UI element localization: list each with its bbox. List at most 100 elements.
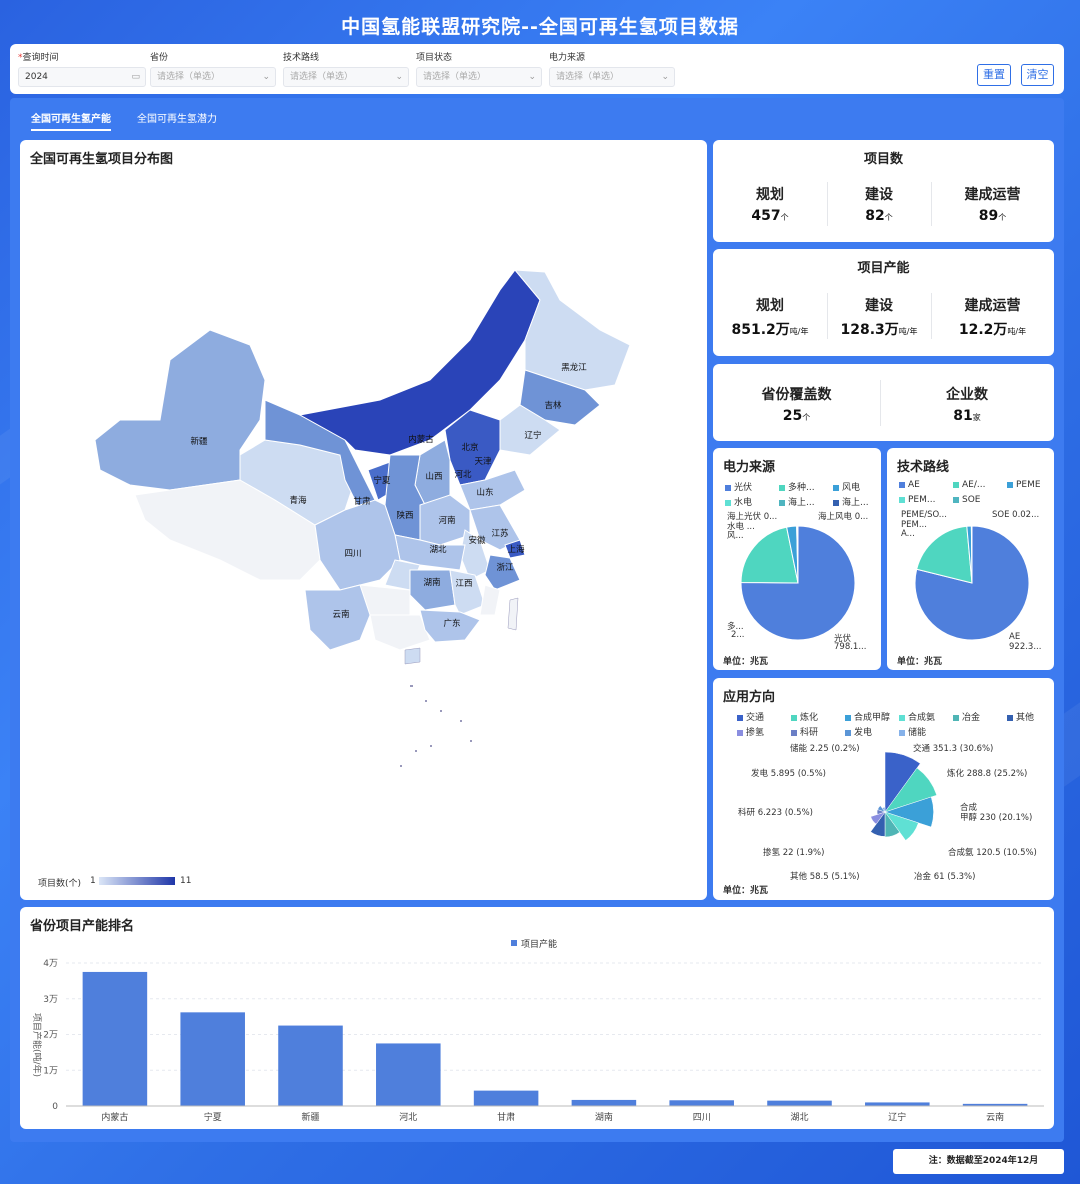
legend-item[interactable]: 发电 xyxy=(845,725,872,738)
footnote: 注：数据截至2024年12月 xyxy=(893,1149,1064,1174)
map-label-23: 云南 xyxy=(332,609,349,620)
legend-item[interactable]: 其他 xyxy=(1007,710,1034,723)
application-card: 应用方向 交通 炼化 合成甲醇 合成氨 冶金 其他 掺氢 科研 发电 储能 交通 351.3 (3… xyxy=(713,678,1054,900)
map-label-0: 黑龙江 xyxy=(561,362,587,373)
province-jiangxi xyxy=(449,569,486,616)
legend-item[interactable]: 合成氨 xyxy=(899,710,935,723)
bar-8[interactable] xyxy=(865,1102,930,1106)
power-source-select[interactable]: 请选择（单选） ⌄ xyxy=(549,67,675,87)
tech-label-ae-pem: A... xyxy=(901,529,915,539)
stat-province-coverage: 省份覆盖数 25个 xyxy=(761,387,832,424)
legend-item[interactable]: AE/... xyxy=(953,480,985,490)
rose-slice-3[interactable] xyxy=(884,811,919,841)
tech-route-select[interactable]: 请选择（单选） ⌄ xyxy=(283,67,409,87)
tab-potential[interactable]: 全国可再生氢潜力 xyxy=(137,114,217,125)
legend-dot xyxy=(899,714,905,721)
rose-slice-0[interactable] xyxy=(884,751,921,813)
bar-3[interactable] xyxy=(376,1043,441,1106)
legend-item[interactable]: PEM... xyxy=(899,495,935,505)
clear-button[interactable]: 清空 xyxy=(1021,64,1054,86)
province-tibet xyxy=(134,479,321,581)
x-tick-label: 河北 xyxy=(399,1111,417,1123)
bar-9[interactable] xyxy=(962,1103,1028,1106)
map-label-12: 河南 xyxy=(438,515,455,526)
filter-query-time: *查询时间 2024 ▭ xyxy=(18,52,146,87)
bar-0[interactable] xyxy=(82,971,148,1106)
legend-item[interactable]: PEME xyxy=(1007,480,1041,490)
legend-item[interactable]: 海上... xyxy=(833,495,869,508)
rose-slice-5[interactable] xyxy=(870,811,886,837)
legend-item[interactable]: 科研 xyxy=(791,725,818,738)
ranking-card: 省份项目产能排名 0 1万 2万 3万 4万 项目产能(吨/年) 内蒙古 宁夏 新疆 河北 甘肃 湖南… xyxy=(20,907,1054,1129)
bar-7[interactable] xyxy=(767,1100,832,1106)
bar-2[interactable] xyxy=(278,1025,343,1106)
legend-item[interactable]: 多种... xyxy=(779,480,815,493)
province-select[interactable]: 请选择（单选） ⌄ xyxy=(150,67,276,87)
legend-dot xyxy=(791,714,797,721)
pie-slice-1[interactable] xyxy=(916,525,973,584)
legend-item[interactable]: SOE xyxy=(953,495,980,505)
power-source-title: 电力来源 xyxy=(723,460,776,475)
x-tick-label: 内蒙古 xyxy=(101,1111,128,1123)
project-capacity-card: 项目产能 规划 851.2万吨/年 建设 128.3万吨/年 建成运营 12.2… xyxy=(713,249,1054,356)
app-label-research: 科研 6.223 (0.5%) xyxy=(738,808,813,818)
y-tick-label: 1万 xyxy=(43,1066,58,1076)
rose-slice-2[interactable] xyxy=(884,796,934,828)
rose-slice-6[interactable] xyxy=(870,811,886,825)
map-label-6: 河北 xyxy=(454,469,472,480)
legend-item[interactable]: 风电 xyxy=(833,480,860,493)
x-tick-label: 湖南 xyxy=(595,1111,613,1123)
bar-5[interactable] xyxy=(571,1099,637,1106)
map-label-18: 新疆 xyxy=(190,436,208,447)
legend-item[interactable]: 冶金 xyxy=(953,710,980,723)
legend-text: 交通 xyxy=(746,713,765,723)
legend-text: 冶金 xyxy=(962,713,981,723)
pie-slice-0[interactable] xyxy=(914,525,1030,641)
power-label-pv-value: 798.1... xyxy=(834,642,867,652)
rose-slice-9[interactable] xyxy=(881,806,886,813)
map-label-21: 湖南 xyxy=(423,577,440,588)
legend-item[interactable]: 掺氢 xyxy=(737,725,764,738)
province-hunan xyxy=(409,569,456,611)
legend-item[interactable]: 合成甲醇 xyxy=(845,710,890,723)
power-source-pie xyxy=(740,525,856,641)
legend-item[interactable]: 交通 xyxy=(737,710,764,723)
bar-1[interactable] xyxy=(180,1012,245,1106)
reset-button[interactable]: 重置 xyxy=(977,64,1011,86)
rose-slice-8[interactable] xyxy=(877,805,886,813)
legend-item[interactable]: 海上... xyxy=(779,495,815,508)
query-time-input[interactable]: 2024 ▭ xyxy=(18,67,146,87)
map-legend-min: 1 xyxy=(90,876,96,886)
legend-item[interactable]: AE xyxy=(899,480,920,490)
app-label-ammonia: 合成氨 120.5 (10.5%) xyxy=(948,848,1037,858)
legend-text: 水电 xyxy=(734,498,753,508)
legend-label[interactable]: 项目产能 xyxy=(521,938,557,950)
power-source-card: 电力来源 光伏 多种... 风电 水电 海上... 海上... 海上光伏 0... 水电 … xyxy=(713,448,881,670)
legend-dot xyxy=(899,481,905,488)
tech-route-title: 技术路线 xyxy=(897,460,950,475)
bar-4[interactable] xyxy=(473,1090,539,1106)
legend-item[interactable]: 炼化 xyxy=(791,710,818,723)
pie-slice-0[interactable] xyxy=(740,525,856,641)
map-label-2: 辽宁 xyxy=(524,430,541,441)
pie-slice-1[interactable] xyxy=(740,526,799,584)
bar-6[interactable] xyxy=(669,1100,734,1106)
calendar-icon[interactable]: ▭ xyxy=(131,72,140,82)
project-status-select[interactable]: 请选择（单选） ⌄ xyxy=(416,67,542,87)
legend-item[interactable]: 水电 xyxy=(725,495,752,508)
project-count-card: 项目数 规划 457个 建设 82个 建成运营 89个 xyxy=(713,140,1054,242)
legend-item[interactable]: 储能 xyxy=(899,725,926,738)
legend-swatch xyxy=(511,940,517,946)
legend-dot xyxy=(845,714,851,721)
legend-item[interactable]: 光伏 xyxy=(725,480,752,493)
x-tick-label: 宁夏 xyxy=(204,1111,222,1123)
tech-route-card: 技术路线 AE AE/... PEME PEM... SOE PEME/SO... PE… xyxy=(887,448,1054,670)
legend-dot xyxy=(725,499,731,506)
filter-bar: *查询时间 2024 ▭ 省份 请选择（单选） ⌄ 技术路线 请选择（单选） ⌄ 项目… xyxy=(10,44,1064,94)
province-sichuan xyxy=(314,499,401,591)
rose-slice-4[interactable] xyxy=(884,811,901,838)
rose-slice-1[interactable] xyxy=(884,767,938,813)
map-title: 全国可再生氢项目分布图 xyxy=(30,152,174,167)
tab-capacity[interactable]: 全国可再生氢产能 xyxy=(31,110,111,131)
